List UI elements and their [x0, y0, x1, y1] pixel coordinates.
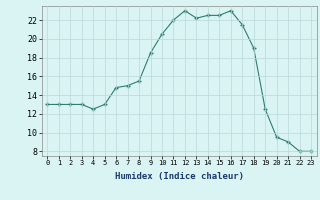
- X-axis label: Humidex (Indice chaleur): Humidex (Indice chaleur): [115, 172, 244, 181]
